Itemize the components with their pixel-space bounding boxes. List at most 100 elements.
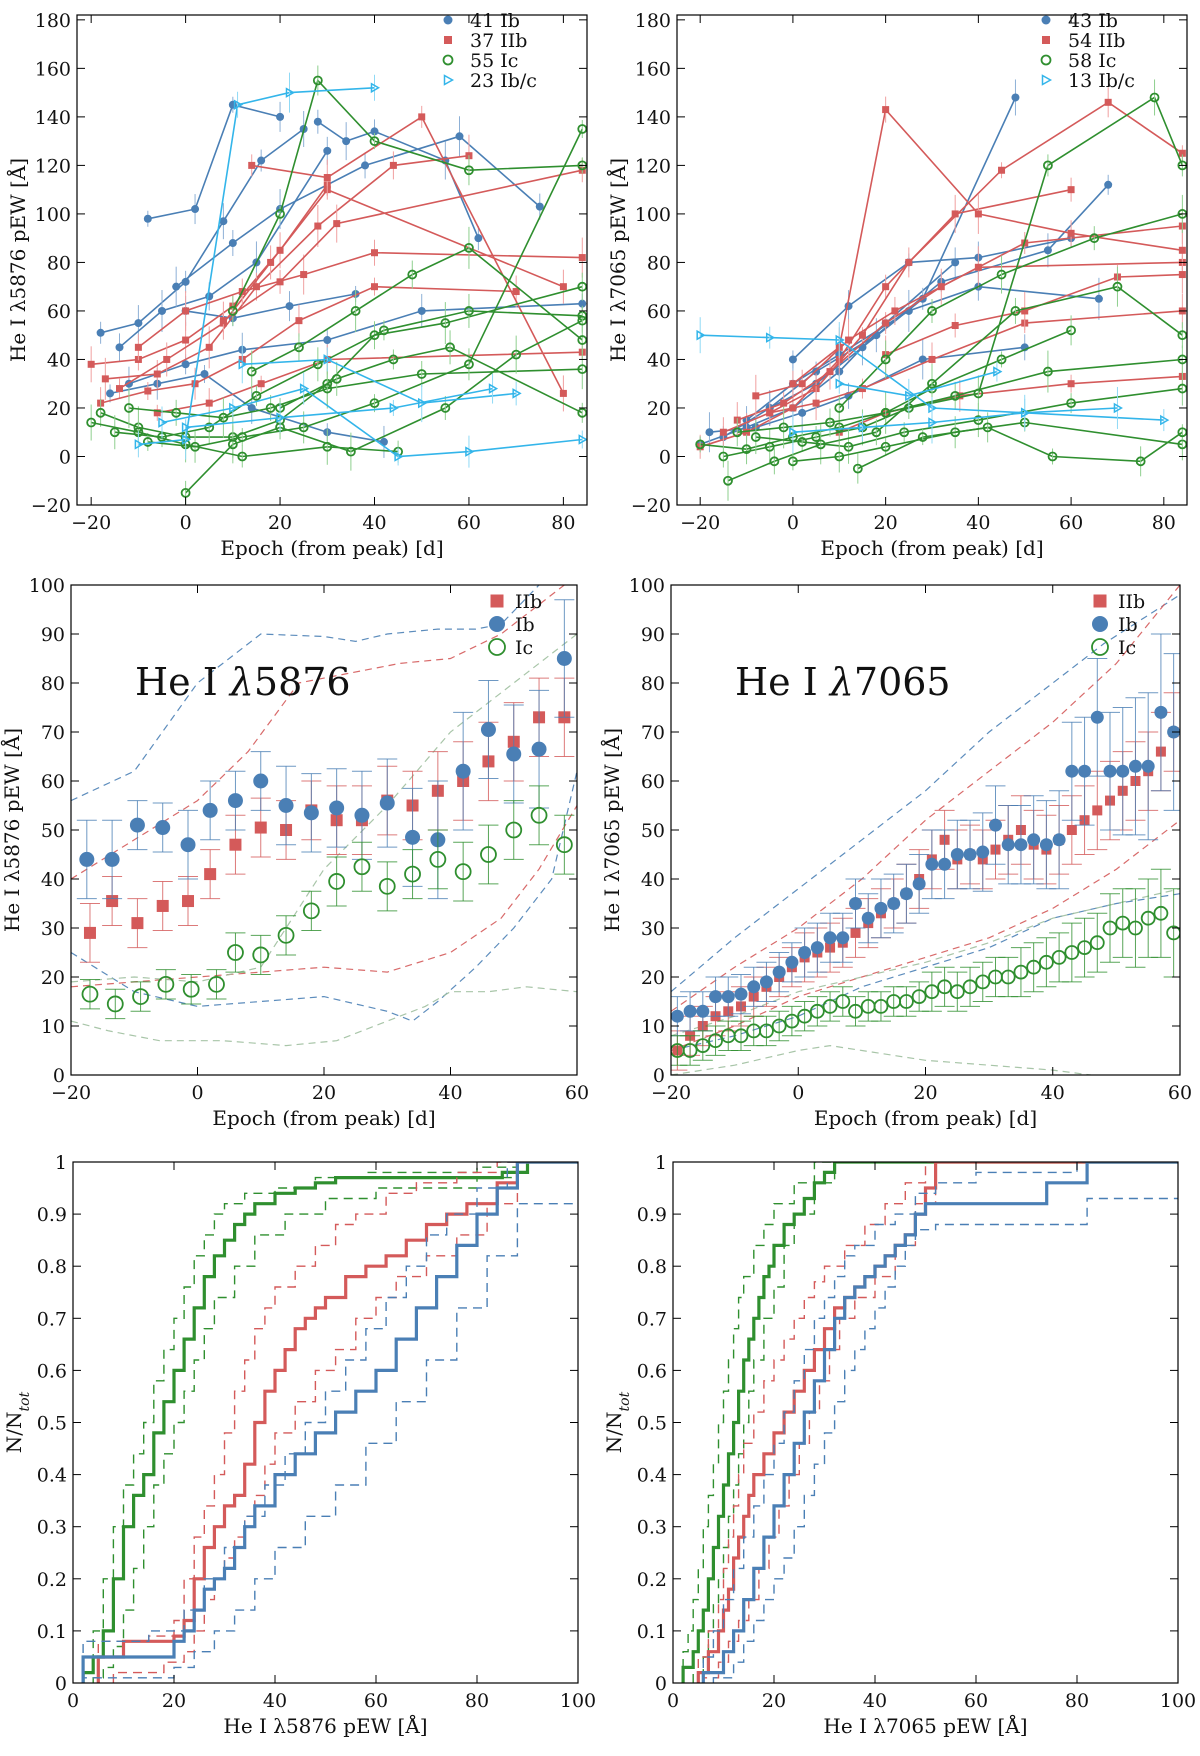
y-tick-label: 80 [47,252,71,274]
data-point-ic [911,989,927,1004]
data-point-ic [982,422,993,433]
legend-marker-ib [1041,15,1051,25]
plot-body [71,585,577,1047]
track-ibc-line [700,334,1164,421]
y-tick-label: 60 [641,771,665,793]
data-point-ic [871,427,882,438]
y-tick-label: 20 [641,967,665,989]
y-tick-label: 40 [647,349,671,371]
legend-label: Ib [515,614,535,636]
data-point-ib [963,848,977,861]
y-tick-label: 10 [41,1016,65,1038]
data-point-ic [852,463,863,474]
data-point-ib [887,897,901,910]
y-tick-label: 0.6 [37,1360,67,1382]
data-point-iib [928,355,936,363]
data-point-ic [973,415,984,425]
legend-marker-iib [1042,36,1050,44]
x-tick-label: −20 [71,512,111,534]
data-point-iib [891,307,899,315]
data-point-ibc [1020,407,1031,419]
y-tick-label: 0.1 [637,1621,667,1643]
data-point-iib [1104,98,1112,106]
y-tick-label: 40 [641,869,665,891]
data-point-iib [134,343,142,351]
data-point-iib [1067,186,1075,194]
percentile-band-ib [671,594,1180,993]
y-tick-label: 50 [41,820,65,842]
data-point-ic [1177,427,1187,438]
x-tick-label: 40 [966,512,990,534]
data-point-ibc [181,434,192,445]
y-tick-label: 70 [641,722,665,744]
y-axis-label: N/Ntot [602,1391,633,1453]
data-point-ibc [276,412,286,423]
data-point-ic [555,836,573,854]
data-point-iib [300,271,308,279]
data-point-ic [577,335,587,345]
data-point-ic [95,407,106,418]
data-point-ic [251,390,262,401]
data-point-ic [880,441,891,452]
y-tick-label: 0.9 [637,1204,667,1226]
y-tick-label: 50 [641,820,665,842]
data-point-ic [1112,281,1123,292]
data-point-ib [912,877,926,891]
data-point-ic [416,369,427,379]
data-point-ib [1039,838,1053,852]
data-point-ib [180,837,196,853]
y-tick-label: −20 [31,495,71,517]
y-tick-label: 0.5 [37,1413,67,1435]
data-point-iib [578,254,586,262]
x-tick-label: 60 [1059,512,1083,534]
data-point-ic [378,877,396,895]
data-point-ibc [696,329,706,341]
track-ic-line [114,310,583,438]
data-point-ic [530,806,548,824]
data-point-ib [1090,710,1104,724]
data-point-ibc [134,439,144,450]
y-tick-label: 0.9 [37,1204,67,1226]
y-tick-label: 0.4 [637,1465,667,1487]
data-point-ib [303,805,319,821]
data-point-ib [709,990,723,1004]
data-point-ic [962,979,978,995]
data-point-ib [747,980,761,994]
data-point-ib [849,897,863,910]
data-point-ib [950,848,964,861]
data-point-iib [882,106,890,114]
x-tick-label: 20 [762,1690,786,1712]
data-point-ib [556,651,572,666]
x-tick-label: 60 [1168,1082,1192,1104]
data-point-iib [106,895,119,908]
y-tick-label: 0.5 [637,1413,667,1435]
data-point-ic [171,407,182,418]
data-point-ic [237,451,248,462]
x-tick-label: 80 [465,1690,489,1712]
y-axis-label: He I λ7065 pEW [Å] [605,158,630,362]
track-ib-line [769,184,1109,409]
y-tick-label: 100 [29,575,65,597]
cdf-ic-dashed [92,1162,578,1683]
data-point-ib [1011,93,1020,102]
data-point-iib [858,331,866,339]
data-point-ib [1014,838,1028,852]
y-tick-label: 140 [635,107,671,129]
legend-marker-ic [488,638,506,656]
data-point-ic [1115,915,1131,931]
data-point-ibc [394,451,404,462]
cdf-ib-dashed [712,1197,1178,1683]
data-point-ib [455,132,464,141]
data-point-ib [79,851,95,867]
cdf-iib-solid [696,1162,1178,1683]
data-point-ib [798,946,812,959]
y-tick-label: 0 [55,1673,67,1695]
data-point-ib [1094,294,1103,303]
x-tick-label: 100 [1160,1690,1196,1712]
y-tick-label: 0.4 [37,1465,67,1487]
panel-p6: 0 20 40 60 80 100 0 0.1 0.2 0.3 0.4 0.5 0.6 0.7 0.8 0.9… [602,1152,1196,1738]
data-point-ic [511,349,522,360]
